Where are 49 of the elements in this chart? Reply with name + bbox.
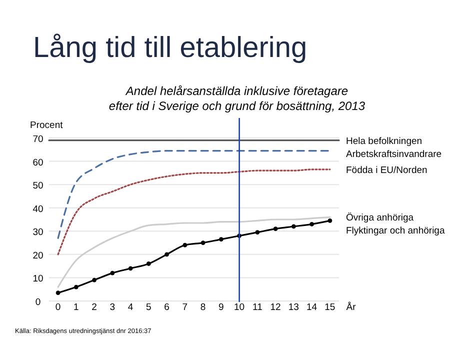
- line-series: [57, 168, 331, 256]
- x-axis-title: År: [346, 301, 356, 313]
- point: [164, 252, 170, 257]
- point: [218, 237, 224, 242]
- point: [56, 290, 60, 296]
- x-tick-label: 1: [74, 302, 79, 313]
- series-label: Arbetskraftsinvandrare: [346, 148, 442, 160]
- point: [182, 242, 188, 248]
- x-tick-label: 5: [146, 302, 152, 313]
- x-tick-label: 9: [218, 302, 224, 313]
- x-tick-label: 6: [164, 302, 170, 313]
- point: [74, 284, 78, 290]
- point: [291, 224, 296, 229]
- y-axis-title: Procent: [30, 120, 64, 131]
- series-label: Flyktingar och anhöriga: [346, 226, 446, 237]
- x-tick-label: 7: [182, 302, 188, 313]
- y-tick-label: 10: [32, 274, 44, 285]
- point: [328, 218, 332, 223]
- series-label: Övriga anhöriga: [346, 212, 414, 224]
- point: [310, 222, 314, 226]
- x-tick-label: 4: [128, 302, 134, 313]
- x-tick-label: 15: [324, 302, 336, 313]
- point: [200, 240, 206, 245]
- y-tick-label: 40: [32, 204, 44, 215]
- point: [273, 226, 278, 232]
- series-label: Hela befolkningen: [346, 136, 422, 147]
- x-tick-label: 13: [288, 302, 299, 313]
- x-tick-label: 0: [55, 302, 61, 313]
- point: [146, 262, 151, 266]
- chart-title: Lång tid till etablering: [33, 32, 308, 64]
- point: [128, 266, 133, 271]
- y-tick-label: 20: [32, 250, 44, 262]
- series-label: Födda i EU/Norden: [346, 164, 428, 176]
- y-tick-label: 70: [32, 134, 44, 145]
- y-tick-label: 30: [32, 227, 44, 238]
- x-tick-label: 10: [234, 302, 245, 313]
- x-tick-label: 2: [92, 302, 97, 313]
- x-tick-label: 14: [306, 302, 318, 313]
- y-tick-label: 60: [32, 157, 44, 168]
- y-tick-label: 50: [32, 180, 44, 192]
- point: [255, 230, 260, 235]
- point: [110, 270, 115, 276]
- point: [92, 278, 97, 282]
- x-tick-label: 11: [252, 302, 262, 313]
- line-series: [57, 150, 331, 239]
- x-tick-label: 12: [270, 302, 281, 313]
- x-tick-label: 8: [200, 302, 206, 313]
- x-tick-label: 3: [110, 302, 116, 313]
- chart-subtitle: Andel helårsanställda inklusive företagare efter tid i Sverige och grund för bosättning, 2013: [108, 84, 366, 113]
